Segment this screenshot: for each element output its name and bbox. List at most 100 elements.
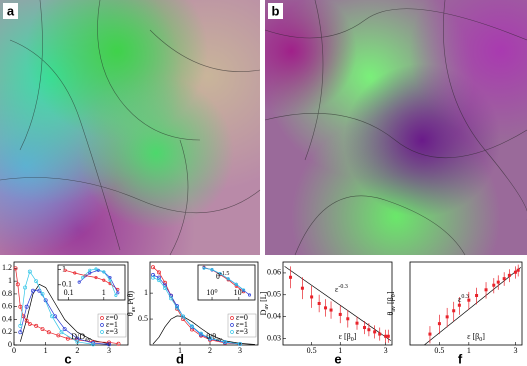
point <box>226 277 230 281</box>
y-axis-label-part: ] <box>386 291 395 294</box>
point <box>324 306 328 310</box>
point <box>24 318 29 323</box>
point <box>94 275 98 280</box>
inset-frame <box>57 264 126 301</box>
y-tick-label: 0.03 <box>267 333 281 342</box>
point <box>329 308 333 312</box>
legend-label: ε=1 <box>106 320 118 329</box>
point <box>317 302 321 305</box>
point <box>457 303 461 307</box>
point <box>21 314 26 319</box>
y-axis-label-part: P(θ) <box>126 291 135 307</box>
panel-label: e <box>334 351 341 366</box>
legend-label: ε=0 <box>106 313 118 322</box>
point <box>102 270 106 274</box>
x-tick-label: 3 <box>384 346 388 355</box>
x-tick-label: 2 <box>75 346 79 355</box>
point <box>475 294 479 298</box>
point <box>208 336 212 341</box>
point <box>234 282 238 286</box>
legend-label: ε=0 <box>236 313 248 322</box>
x-tick-label: 1 <box>178 346 182 355</box>
x-axis-label-part: θ/θ <box>206 332 216 341</box>
point <box>75 339 80 344</box>
y-tick-label: 0.8 <box>2 289 12 298</box>
x-tick-label: 2 <box>208 346 212 355</box>
x-axis-label: θ/θav <box>206 332 222 344</box>
point <box>34 323 39 328</box>
y-tick-label: 0.4 <box>2 314 12 323</box>
point <box>181 314 185 319</box>
panel-label: d <box>176 351 184 366</box>
legend-label: ε=3 <box>106 327 118 336</box>
point <box>157 278 161 283</box>
y-axis-label: Dav [L] <box>259 291 271 315</box>
panel-label: b <box>272 3 280 18</box>
x-axis-label-part: av <box>216 337 222 343</box>
point <box>384 334 388 338</box>
legend-label: ε=1 <box>236 320 248 329</box>
point <box>202 266 206 270</box>
point <box>13 266 18 271</box>
point <box>24 304 29 309</box>
point <box>15 282 20 287</box>
legend-marker <box>100 316 104 320</box>
y-axis-label-part: av <box>264 304 270 310</box>
fit-line <box>424 267 522 346</box>
x-axis-label: ε [β0] <box>339 332 357 344</box>
annotation-part: ε <box>458 295 462 304</box>
x-axis-label-part: ε [β <box>467 332 479 341</box>
legend-marker <box>230 323 234 327</box>
y-tick-label: 0.2 <box>2 327 12 336</box>
y-axis-label-part: θ <box>386 311 395 315</box>
legend-label: ε=3 <box>236 327 248 336</box>
point <box>218 272 222 276</box>
series-line <box>19 270 94 345</box>
point <box>88 268 92 272</box>
x-tick-label: 1 <box>44 346 48 355</box>
panel-label: f <box>458 351 463 366</box>
annotation-part: -0.3 <box>338 284 348 290</box>
point <box>157 275 161 280</box>
point <box>59 330 64 335</box>
point <box>94 267 98 271</box>
y-axis-label-part: av <box>391 306 397 312</box>
series-line <box>152 277 241 345</box>
point <box>151 273 155 277</box>
y-tick-label: 0.04 <box>267 311 281 320</box>
legend-marker <box>230 330 234 334</box>
point <box>175 305 179 310</box>
point <box>452 309 456 313</box>
point <box>437 322 441 326</box>
point <box>27 321 32 326</box>
x-axis-label-part: ε [β <box>339 332 351 341</box>
y-tick-label: 0.5 <box>138 314 148 323</box>
legend-marker <box>100 330 104 334</box>
point <box>502 277 506 281</box>
point <box>63 268 67 272</box>
point <box>289 275 293 279</box>
x-axis-label: ε [β0] <box>467 332 485 344</box>
point <box>151 275 155 280</box>
fit-line <box>152 315 256 345</box>
series-line <box>65 269 119 290</box>
point <box>107 342 111 347</box>
point <box>467 298 471 302</box>
point <box>62 327 67 331</box>
series-line <box>82 268 117 296</box>
y-axis-label: Dav P(D) <box>0 289 1 318</box>
y-axis-label-part: av <box>131 307 137 313</box>
panel-label: a <box>7 3 15 18</box>
point <box>496 280 500 284</box>
point <box>378 332 382 336</box>
point <box>367 328 371 332</box>
point <box>102 278 106 282</box>
point <box>163 285 167 290</box>
x-tick-label: 0.5 <box>434 346 444 355</box>
annotation: ε0.3 <box>458 294 469 303</box>
point <box>247 293 252 297</box>
y-axis-label-part: [L] <box>259 291 268 304</box>
y-axis-label-part: θ <box>126 312 135 316</box>
annotation-part: 0.3 <box>461 294 469 300</box>
